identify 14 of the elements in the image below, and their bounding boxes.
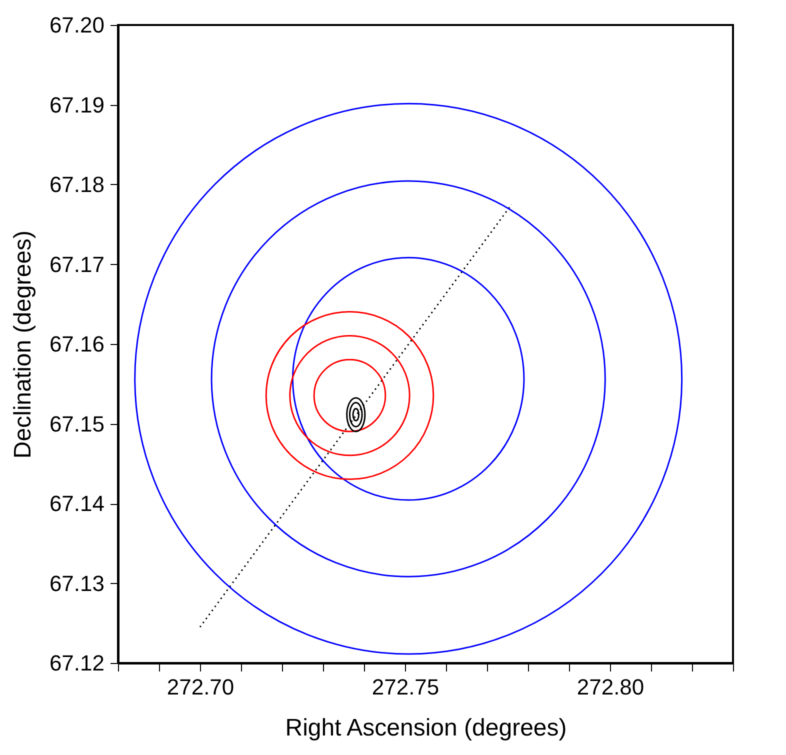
y-tick-label: 67.20: [49, 12, 104, 38]
y-tick-label: 67.18: [49, 172, 104, 197]
y-tick-label: 67.14: [49, 491, 104, 516]
x-axis-title: Right Ascension (degrees): [285, 714, 567, 742]
x-tick-label: 272.70: [166, 674, 234, 700]
x-tick-label: 272.75: [372, 674, 440, 700]
y-tick-label: 67.16: [49, 332, 104, 356]
x-tick-label: 272.80: [576, 674, 644, 700]
y-tick-label: 67.12: [49, 650, 104, 676]
y-tick-label: 67.19: [49, 92, 104, 118]
y-tick-label: 67.15: [49, 411, 104, 436]
y-tick-label: 67.17: [49, 252, 104, 277]
y-axis-title: Declination (degrees): [9, 230, 36, 459]
y-tick-label: 67.13: [49, 570, 104, 596]
